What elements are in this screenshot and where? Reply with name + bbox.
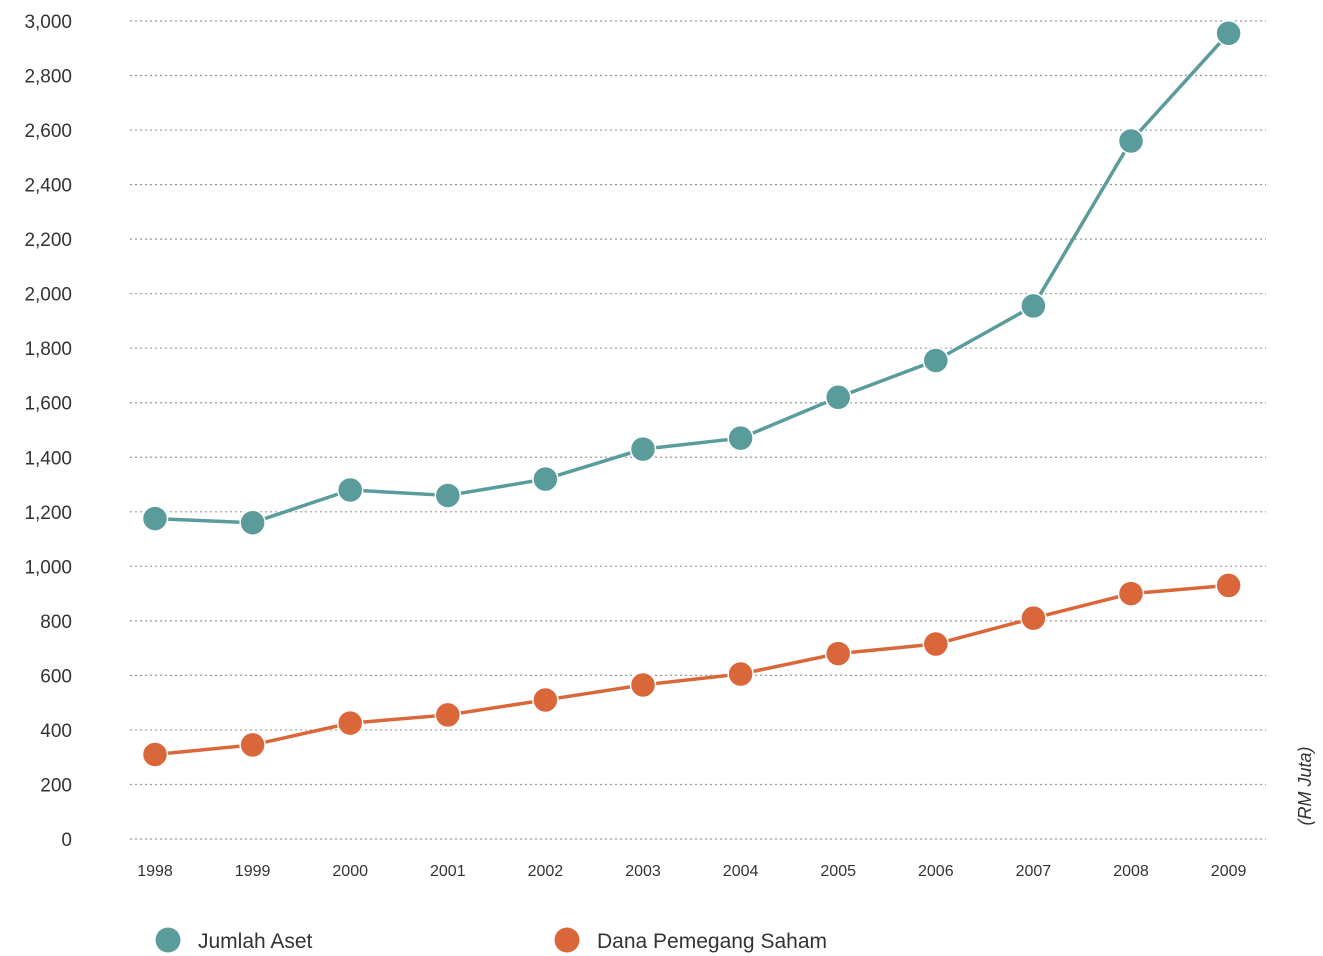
data-point xyxy=(727,660,754,688)
y-tick-label: 2,200 xyxy=(24,230,72,251)
x-tick-label: 2006 xyxy=(918,863,954,880)
x-tick-label: 1998 xyxy=(137,863,173,880)
y-tick-label: 600 xyxy=(40,666,72,687)
data-point xyxy=(434,482,462,509)
legend-item: Dana Pemegang Saham xyxy=(554,927,827,953)
y-tick-label: 1,800 xyxy=(24,339,72,360)
unit-label: (RM Juta) xyxy=(1295,746,1315,825)
y-tick-label: 2,000 xyxy=(24,285,72,306)
data-point xyxy=(336,709,364,737)
y-tick-label: 1,200 xyxy=(24,503,72,524)
legend: Jumlah Aset Dana Pemegang Saham xyxy=(155,927,827,953)
y-tick-label: 0 xyxy=(61,830,72,851)
y-tick-label: 1,400 xyxy=(24,448,72,469)
data-point xyxy=(629,435,657,463)
data-point xyxy=(239,509,266,536)
data-point xyxy=(141,505,169,532)
y-tick-label: 2,600 xyxy=(24,121,72,142)
y-tick-label: 1,600 xyxy=(24,394,72,415)
gridlines xyxy=(130,20,1266,840)
x-tick-label: 2002 xyxy=(528,863,564,880)
data-point xyxy=(727,424,754,452)
x-tick-label: 2008 xyxy=(1113,863,1149,880)
data-point xyxy=(1020,292,1047,320)
data-point xyxy=(336,476,364,504)
y-tick-label: 200 xyxy=(40,775,72,796)
x-tick-label: 2004 xyxy=(723,863,759,880)
y-tick-label: 2,400 xyxy=(24,176,72,197)
x-tick-label: 1999 xyxy=(235,863,271,880)
data-point xyxy=(434,701,462,729)
data-point xyxy=(629,671,657,699)
legend-marker xyxy=(155,927,181,953)
legend-label: Dana Pemegang Saham xyxy=(597,930,827,953)
data-point xyxy=(922,347,950,374)
x-tick-label: 2001 xyxy=(430,863,466,880)
data-point xyxy=(532,686,559,714)
y-tick-label: 2,800 xyxy=(24,67,72,88)
data-point xyxy=(239,731,266,759)
data-point xyxy=(1117,580,1145,607)
x-tick-label: 2005 xyxy=(820,863,856,880)
x-tick-label: 2007 xyxy=(1016,863,1052,880)
legend-label: Jumlah Aset xyxy=(198,930,313,953)
series-1 xyxy=(141,20,1242,536)
y-tick-label: 3,000 xyxy=(24,12,72,33)
series-group xyxy=(141,20,1242,768)
y-tick-label: 400 xyxy=(40,721,72,742)
series-line xyxy=(154,32,1230,525)
x-tick-label: 2003 xyxy=(625,863,661,880)
data-point xyxy=(1215,20,1242,47)
legend-item: Jumlah Aset xyxy=(155,927,313,953)
legend-marker xyxy=(554,927,580,953)
data-point xyxy=(824,384,852,411)
series-2 xyxy=(141,572,1242,768)
x-tick-label: 2009 xyxy=(1211,863,1247,880)
y-axis-ticks: 0 200 400 600 800 1,000 1,200 1,400 1,600 1,800 2,… xyxy=(24,12,72,851)
data-point xyxy=(1117,127,1145,155)
x-axis-ticks: 1998 1999 2000 2001 2002 2003 2004 2005 2006 2007… xyxy=(137,863,1246,880)
data-point xyxy=(141,741,169,768)
data-point xyxy=(532,465,559,493)
y-tick-label: 1,000 xyxy=(24,557,72,578)
data-point xyxy=(1020,604,1047,632)
y-tick-label: 800 xyxy=(40,612,72,633)
data-point xyxy=(922,630,950,658)
x-tick-label: 2000 xyxy=(332,863,368,880)
series-line xyxy=(154,583,1229,757)
data-point xyxy=(1215,572,1242,599)
data-point xyxy=(824,640,852,667)
